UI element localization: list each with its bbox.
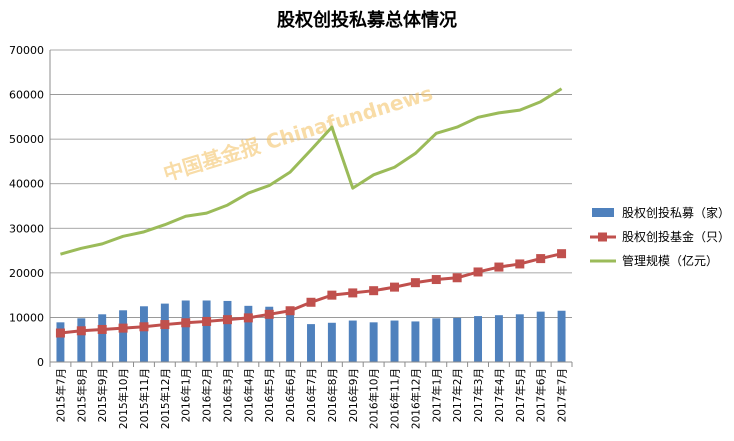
data-point-marker: [97, 324, 107, 334]
bar: [265, 306, 274, 362]
watermark-text: 中国基金报 Chinafundnews: [160, 81, 435, 186]
x-tick-label: 2016年10月: [368, 368, 381, 429]
series-line: [60, 87, 563, 256]
bar: [139, 306, 148, 362]
y-tick-label: 30000: [9, 222, 44, 235]
x-tick-label: 2017年4月: [493, 368, 506, 422]
data-point-marker: [515, 259, 525, 269]
x-tick-label: 2017年1月: [430, 368, 443, 422]
bar: [307, 324, 315, 362]
watermark: 中国基金报 Chinafundnews: [160, 81, 435, 186]
legend-swatch: [592, 208, 614, 217]
x-tick-label: 2016年9月: [347, 368, 360, 422]
x-tick-label: 2015年10月: [117, 368, 130, 429]
x-tick-label: 2016年1月: [180, 368, 193, 422]
bar: [453, 317, 462, 362]
chart-title: 股权创投私募总体情况: [277, 10, 457, 31]
bar: [369, 322, 378, 362]
legend-marker: [598, 232, 607, 242]
bar: [515, 314, 524, 362]
data-point-marker: [327, 290, 337, 300]
x-tick-label: 2016年6月: [284, 368, 297, 422]
y-tick-label: 40000: [9, 178, 44, 191]
data-point-marker: [473, 267, 483, 277]
bar: [390, 320, 399, 362]
axes: 0 10000 20000 30000 40000 50000 60000 70000 2015…: [9, 44, 573, 429]
x-tick-label: 2016年11月: [389, 368, 402, 429]
x-tick-label: 2015年8月: [75, 368, 88, 422]
data-point-marker: [285, 306, 295, 316]
data-point-marker: [139, 322, 149, 332]
x-tick-label: 2015年12月: [159, 368, 172, 429]
x-tick-label: 2017年3月: [472, 368, 485, 422]
y-tick-label: 20000: [9, 267, 44, 280]
data-point-marker: [536, 254, 546, 264]
data-point-marker: [55, 328, 65, 338]
bar: [181, 300, 190, 362]
series-line: [60, 252, 562, 335]
x-tick-label: 2016年8月: [326, 368, 339, 422]
bar: [244, 305, 253, 362]
bar-series: [56, 300, 566, 362]
bar: [327, 322, 336, 362]
data-point-marker: [348, 288, 358, 298]
x-tick-label: 2016年3月: [221, 368, 234, 422]
x-tick-label: 2016年4月: [242, 368, 255, 422]
x-tick-label: 2015年9月: [96, 368, 109, 422]
y-tick-label: 0: [37, 356, 44, 369]
y-tick-label: 50000: [9, 133, 44, 146]
bar: [223, 300, 232, 362]
bar: [119, 310, 128, 362]
data-point-marker: [431, 275, 441, 285]
line-series: [55, 87, 567, 338]
data-point-marker: [557, 249, 567, 259]
data-point-marker: [160, 320, 170, 330]
legend: 股权创投私募（家） 股权创投基金（只） 管理规模（亿元）: [590, 205, 730, 268]
data-point-marker: [410, 278, 420, 288]
bar: [77, 318, 86, 362]
data-point-marker: [181, 318, 191, 328]
x-tick-label: 2016年12月: [409, 368, 422, 429]
data-point-marker: [222, 315, 232, 325]
data-point-marker: [306, 297, 316, 307]
y-tick-label: 70000: [9, 44, 44, 57]
bar: [160, 303, 169, 362]
bar: [494, 315, 503, 362]
bar: [348, 320, 357, 362]
bar: [98, 314, 107, 362]
data-point-marker: [118, 323, 128, 333]
data-point-marker: [452, 273, 462, 283]
bar: [536, 311, 545, 362]
x-tick-label: 2017年6月: [535, 368, 548, 422]
x-tick-label: 2015年7月: [54, 368, 67, 422]
bar: [557, 310, 566, 362]
x-tick-label: 2015年11月: [138, 368, 151, 429]
x-tick-label: 2016年7月: [305, 368, 318, 422]
data-point-marker: [264, 309, 274, 319]
x-tick-label: 2017年2月: [451, 368, 464, 422]
data-point-marker: [494, 262, 504, 272]
y-tick-label: 60000: [9, 89, 44, 102]
bar: [56, 322, 65, 362]
x-tick-label: 2017年5月: [514, 368, 527, 422]
data-point-marker: [369, 286, 379, 296]
legend-label: 股权创投基金（只）: [622, 229, 730, 244]
bar: [474, 316, 483, 362]
x-tick-label: 2016年2月: [201, 368, 214, 422]
bar: [432, 318, 441, 362]
data-point-marker: [76, 326, 86, 336]
bar: [411, 321, 420, 362]
x-tick-label: 2016年5月: [263, 368, 276, 422]
gridlines: [50, 49, 572, 318]
x-tick-label: 2017年7月: [556, 368, 569, 422]
data-point-marker: [243, 313, 253, 323]
y-tick-label: 10000: [9, 311, 44, 324]
data-point-marker: [390, 282, 400, 292]
legend-label: 管理规模（亿元）: [622, 253, 718, 268]
bar: [202, 300, 211, 362]
bar: [286, 307, 295, 362]
data-point-marker: [202, 316, 212, 326]
legend-label: 股权创投私募（家）: [622, 205, 730, 220]
